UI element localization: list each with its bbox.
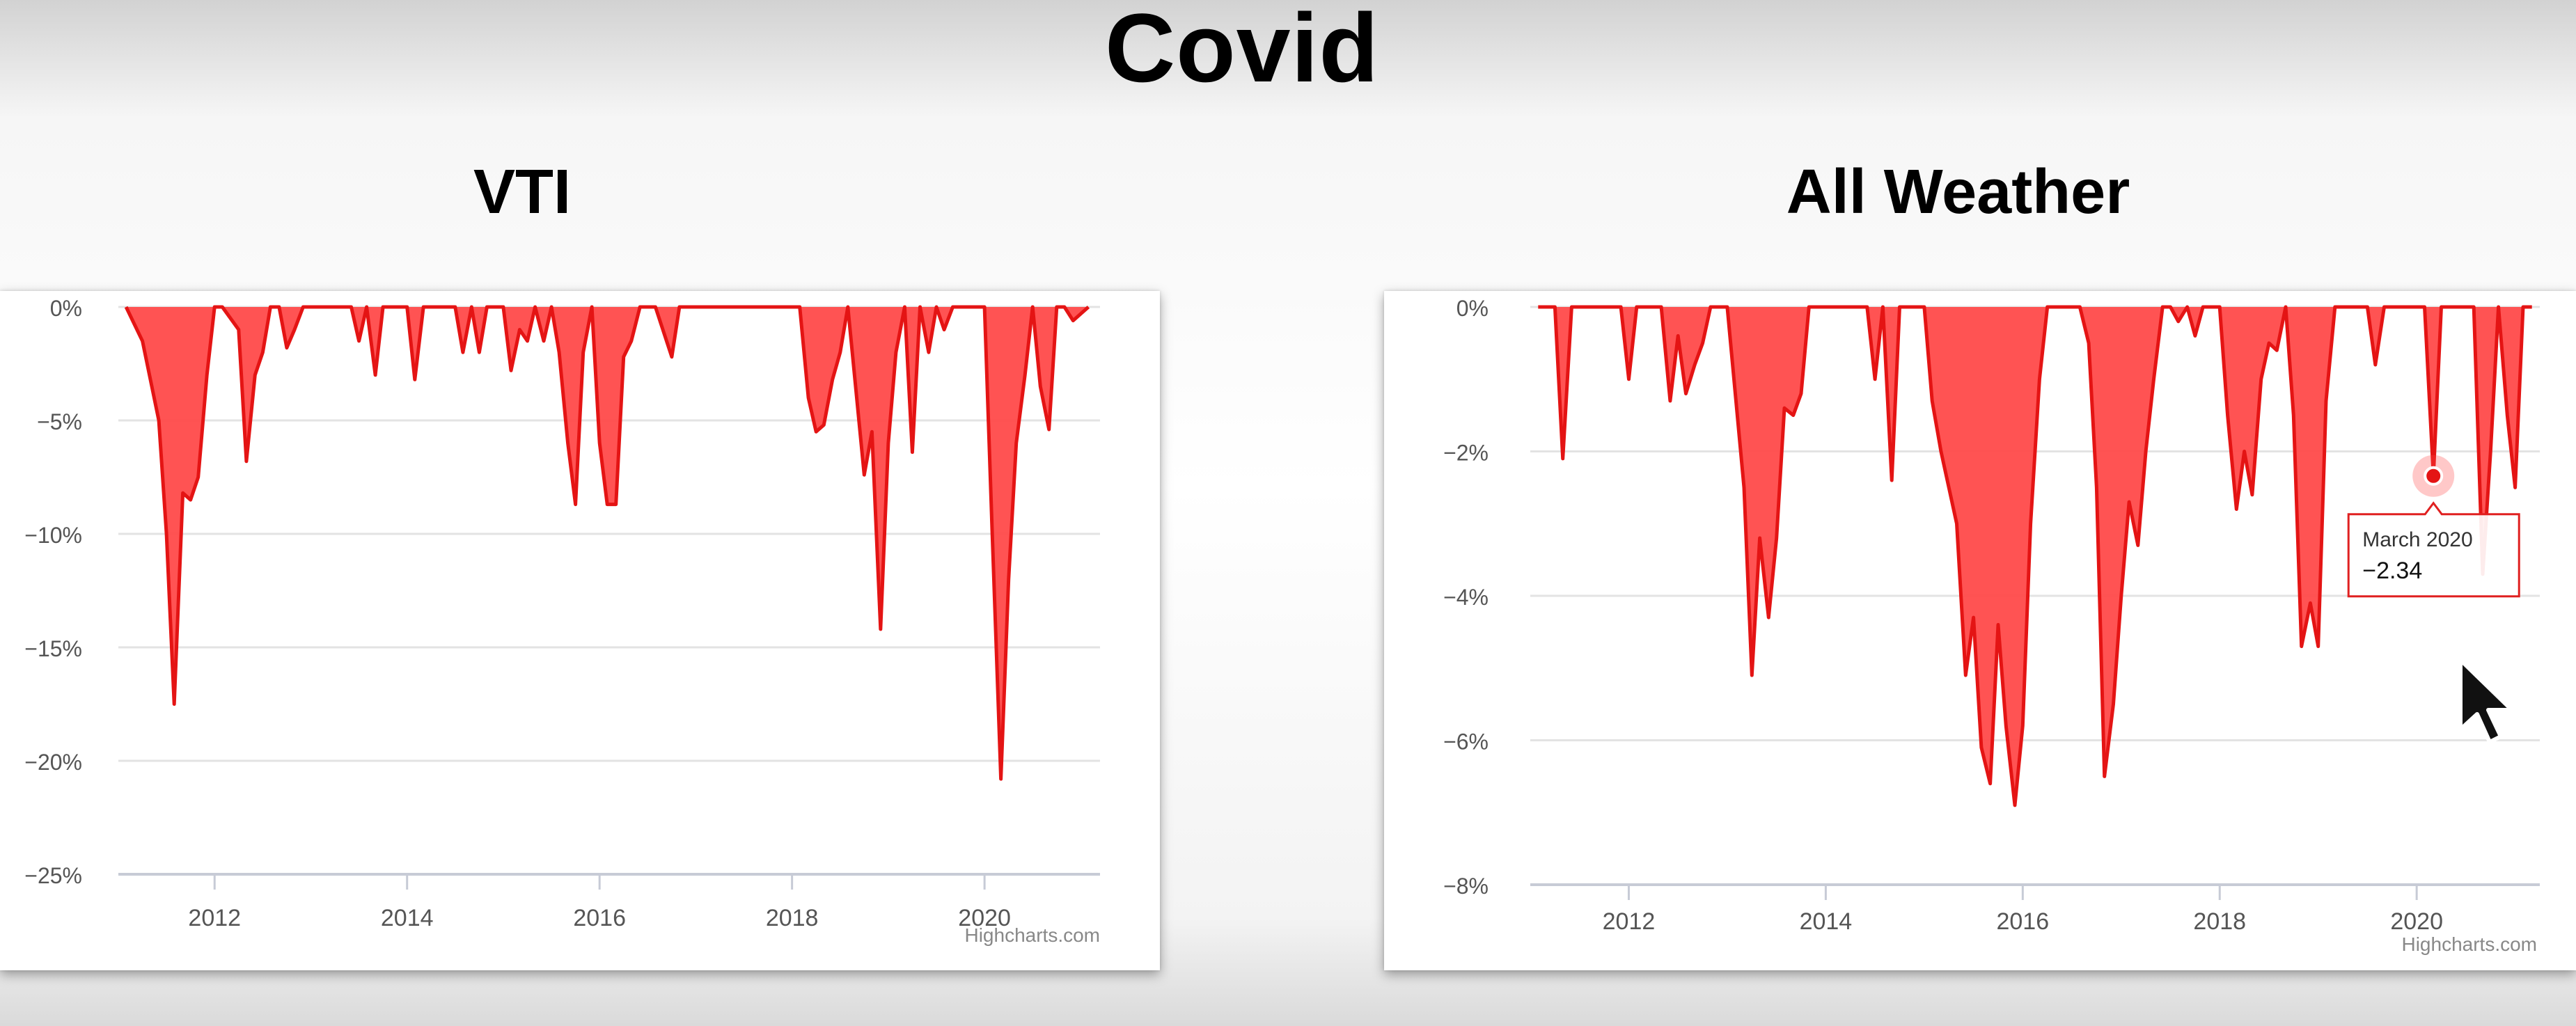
- aw-area-fill: [1538, 307, 2532, 805]
- highcharts-credits-link[interactable]: Highcharts.com: [964, 924, 1100, 946]
- vti-y-tick-label: 0%: [50, 296, 82, 321]
- aw-y-tick-label: −2%: [1443, 441, 1489, 466]
- all-weather-chart-panel: 0% −2% −4% −6% −8% 2012 2014 2016 2018 2020 Highch…: [1384, 291, 2576, 970]
- vti-area-fill: [126, 307, 1089, 780]
- vti-y-tick-label: −5%: [37, 409, 82, 434]
- all-weather-chart-title: All Weather: [1786, 157, 2130, 227]
- highcharts-credits-link[interactable]: Highcharts.com: [2401, 933, 2537, 955]
- aw-y-tick-label: −4%: [1443, 585, 1489, 610]
- aw-x-tick-label: 2020: [2390, 908, 2443, 935]
- aw-x-tick-label: 2016: [1996, 908, 2049, 935]
- aw-y-tick-label: 0%: [1456, 296, 1489, 321]
- tooltip-box: [2347, 501, 2520, 598]
- aw-x-tick-label: 2018: [2193, 908, 2246, 935]
- vti-x-tick-label: 2016: [573, 905, 626, 931]
- tooltip: March 2020 −2.34: [2347, 501, 2520, 598]
- vti-x-tick-label: 2018: [766, 905, 819, 931]
- vti-y-tick-label: −10%: [24, 523, 82, 548]
- vti-chart-title: VTI: [473, 157, 571, 227]
- vti-y-tick-label: −20%: [24, 750, 82, 775]
- aw-x-tick-label: 2014: [1800, 908, 1853, 935]
- aw-x-tick-label: 2012: [1603, 908, 1656, 935]
- aw-y-tick-label: −8%: [1443, 874, 1489, 899]
- vti-x-tick-label: 2020: [958, 905, 1011, 931]
- vti-chart: 0% −5% −10% −15% −20% −25% 2012 2014 2016 2018 202…: [24, 296, 1100, 946]
- vti-x-tick-label: 2014: [381, 905, 434, 931]
- vti-series-line: [124, 305, 1090, 781]
- aw-series-line: [1538, 305, 2532, 807]
- all-weather-chart: 0% −2% −4% −6% −8% 2012 2014 2016 2018 2020Highch…: [1443, 296, 2540, 955]
- vti-x-tick-label: 2012: [188, 905, 241, 931]
- hover-marker[interactable]: [2424, 466, 2444, 486]
- aw-y-tick-label: −6%: [1443, 729, 1489, 755]
- vti-y-tick-label: −15%: [24, 636, 82, 661]
- vti-y-tick-label: −25%: [24, 863, 82, 888]
- page-title: Covid: [1105, 0, 1379, 102]
- mouse-cursor-icon: [2458, 658, 2514, 744]
- vti-chart-panel: 0% −5% −10% −15% −20% −25% 2012 2014 2016 2018 202…: [0, 291, 1160, 970]
- tooltip-value: −2.34: [2362, 558, 2422, 584]
- tooltip-date: March 2020: [2362, 528, 2472, 551]
